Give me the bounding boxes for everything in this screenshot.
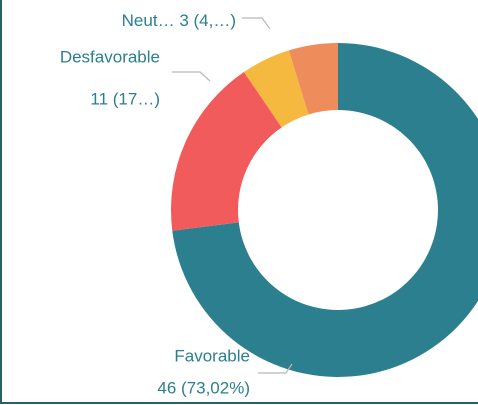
value-label: 3 (4,…): [179, 11, 236, 30]
category-label: Desfavorable: [60, 47, 160, 66]
value-label: 46 (73,02%): [157, 378, 250, 397]
leader-line: [172, 71, 211, 82]
category-label: Neut…: [122, 11, 175, 30]
slice-label: Neut… 3 (4,…): [122, 11, 236, 30]
leader-line: [258, 363, 293, 374]
slice: [172, 43, 478, 377]
slice: [170, 72, 282, 231]
value-label: 11 (17…): [90, 89, 160, 108]
category-label: Favorable: [174, 346, 250, 365]
slice: [288, 43, 338, 115]
leader-line: [242, 17, 271, 30]
slice: [243, 50, 309, 128]
